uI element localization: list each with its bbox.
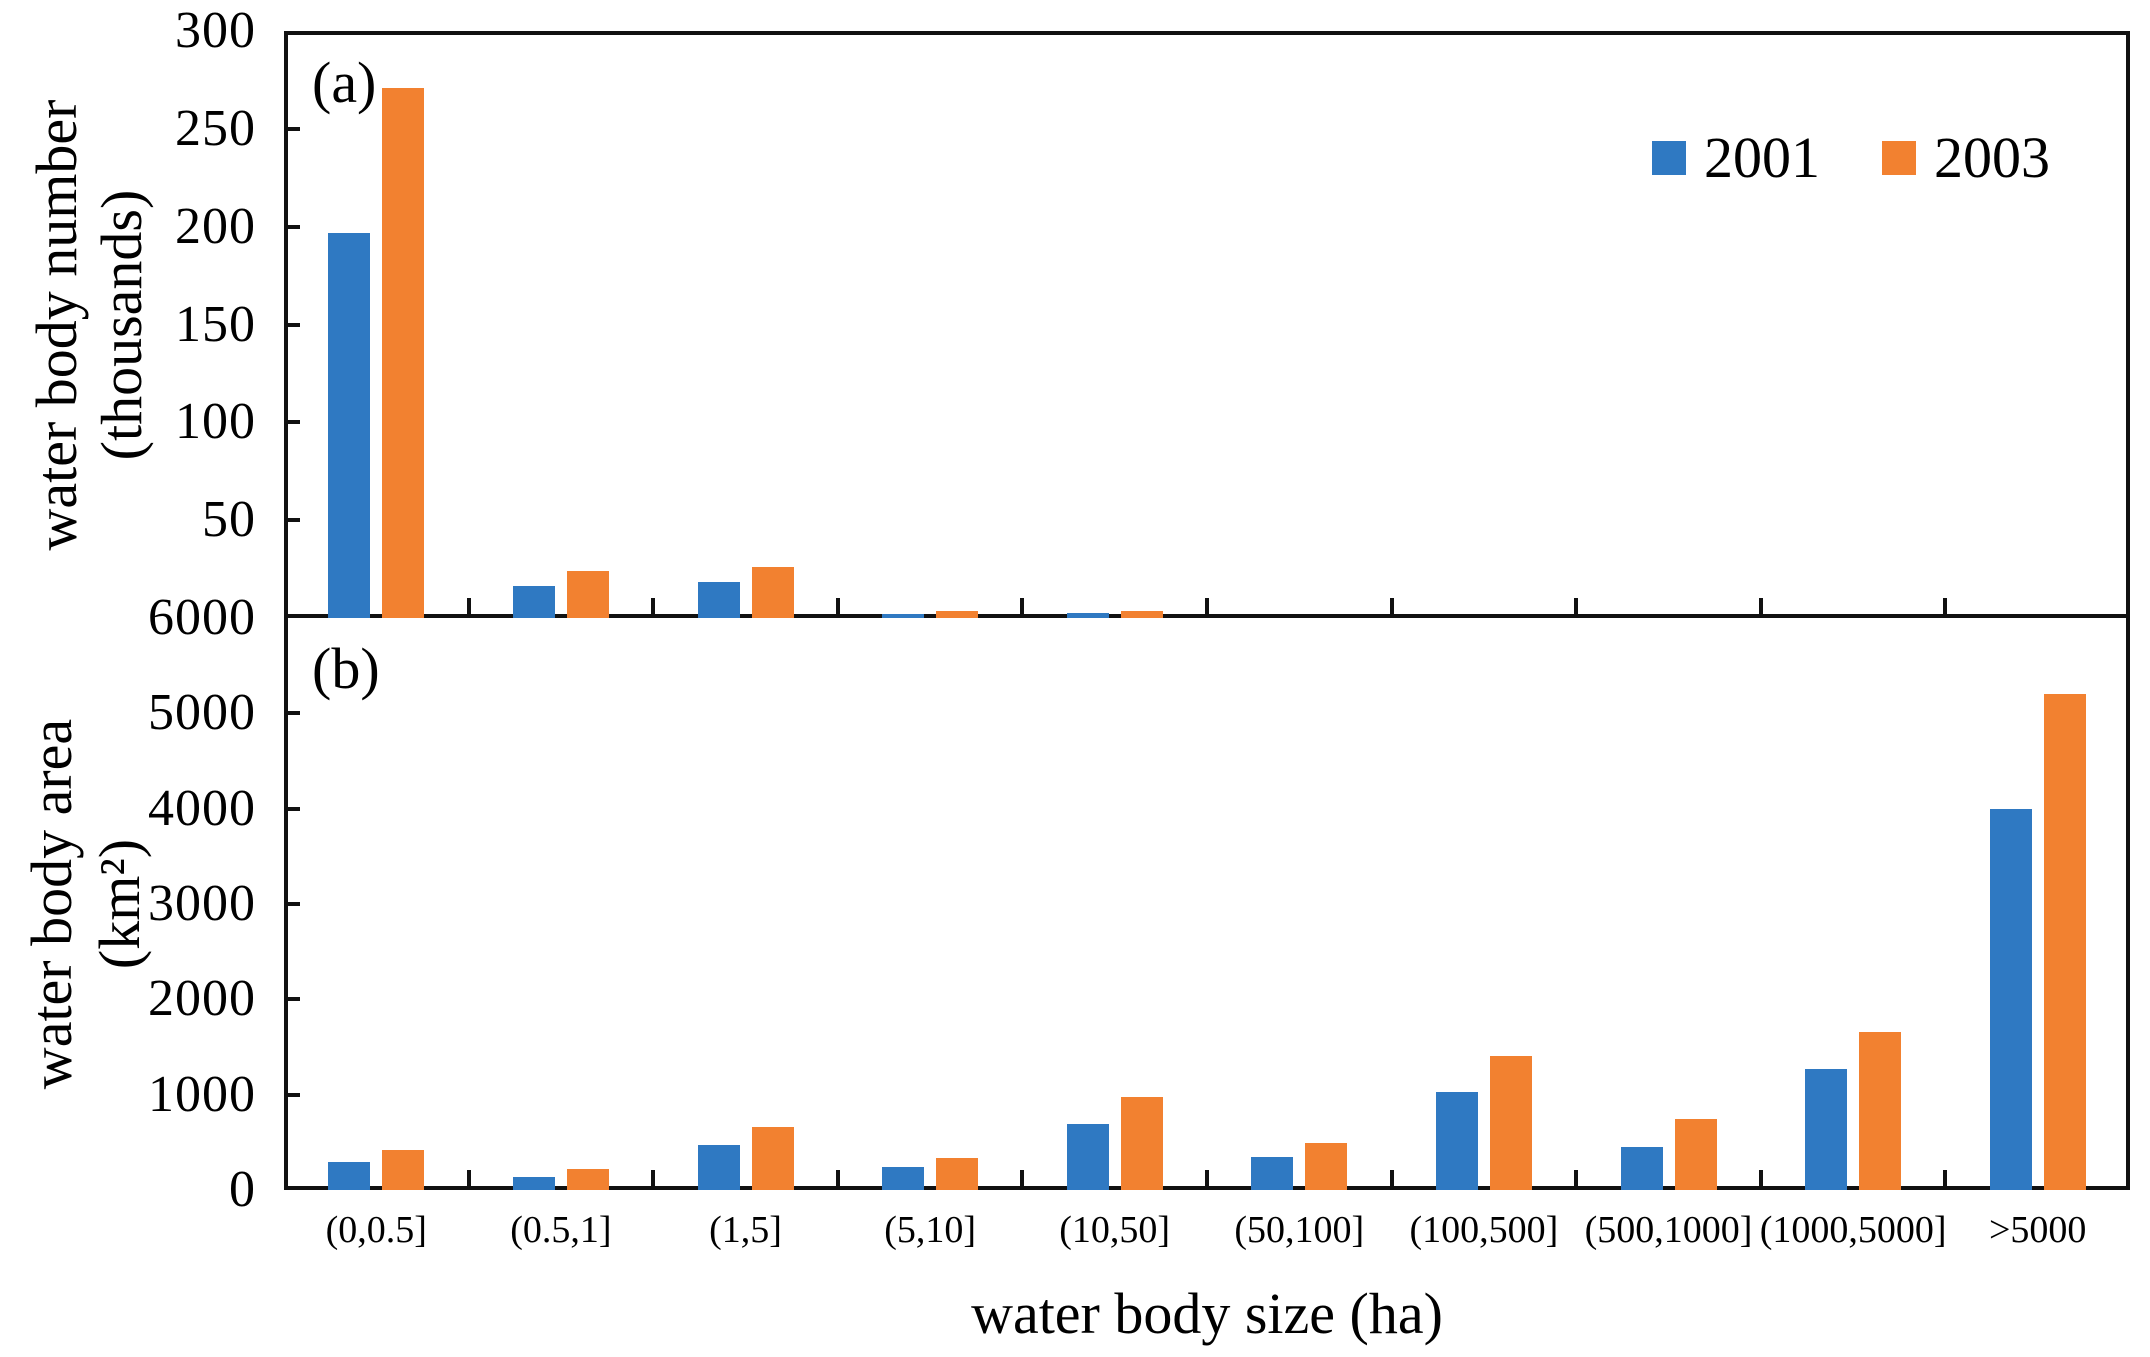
x-category-label-7: (500,1000] xyxy=(1584,1209,1753,1251)
y-tick-label-a-250: 250 xyxy=(175,99,256,157)
x-tick-mark xyxy=(1574,598,1579,614)
x-category-label-4: (10,50] xyxy=(1059,1209,1171,1251)
x-category-label-2: (1,5] xyxy=(709,1209,782,1251)
x-category-label-8: (1000,5000] xyxy=(1759,1209,1947,1251)
x-tick-mark xyxy=(1020,1170,1025,1186)
y-tick-label-b-0: 0 xyxy=(229,1161,256,1218)
x-tick-mark xyxy=(1943,598,1948,614)
bar-2001->5000 xyxy=(1989,808,2032,1190)
bar-2001-(10,50] xyxy=(1066,613,1109,618)
legend-label-2003: 2003 xyxy=(1934,125,2050,190)
legend-swatch-2003 xyxy=(1882,141,1916,175)
x-tick-mark xyxy=(1205,598,1209,614)
x-tick-mark xyxy=(835,1170,840,1186)
x-tick-mark xyxy=(466,598,471,614)
y-tick-label-a-200: 200 xyxy=(175,197,256,255)
x-category-label-9: >5000 xyxy=(1988,1209,2087,1251)
x-axis-title: water body size (ha) xyxy=(971,1281,1443,1346)
bar-2003-(0,0.5] xyxy=(382,87,425,618)
bar-2001-(0,0.5] xyxy=(328,1162,371,1190)
y-tick-label-a-300: 300 xyxy=(175,2,256,59)
bar-2001-(1,5] xyxy=(697,1145,740,1190)
bar-2001-(0,0.5] xyxy=(328,232,371,618)
bar-2001-(0.5,1] xyxy=(512,1176,555,1190)
x-tick-mark xyxy=(1574,1170,1579,1186)
x-tick-mark xyxy=(1389,1170,1394,1186)
y-tick-label-a-50: 50 xyxy=(202,491,256,549)
y-tick-mark xyxy=(284,997,300,1002)
x-tick-mark xyxy=(466,1170,471,1186)
y-axis-title-a: water body number xyxy=(24,99,89,551)
y-tick-label-a-100: 100 xyxy=(175,393,256,451)
bar-2001-(50,100] xyxy=(1251,1157,1294,1190)
bar-2001-(100,500] xyxy=(1435,1091,1478,1190)
bar-2003-(5,10] xyxy=(936,1158,979,1190)
y-tick-label-b-1000: 1000 xyxy=(148,1065,256,1123)
x-category-label-1: (0.5,1] xyxy=(510,1209,612,1251)
y-tick-mark xyxy=(284,902,300,906)
y-tick-mark xyxy=(284,224,300,229)
bar-2001-(5,10] xyxy=(882,613,925,618)
bar-2003-(500,1000] xyxy=(1674,1118,1717,1190)
x-tick-mark xyxy=(1389,598,1394,614)
bar-2001-(1000,5000] xyxy=(1805,1068,1848,1190)
bar-2003-(1000,5000] xyxy=(1859,1031,1902,1190)
y-tick-mark xyxy=(284,711,300,716)
panel-a-letter: (a) xyxy=(312,50,377,115)
x-tick-mark xyxy=(1758,598,1763,614)
panel-b-letter: (b) xyxy=(312,636,380,701)
bar-2001-(0.5,1] xyxy=(512,585,555,618)
y-tick-label-b-6000: 6000 xyxy=(148,589,256,646)
bar-2003-(1,5] xyxy=(751,1127,794,1190)
bar-2003-(10,50] xyxy=(1120,1096,1163,1190)
bar-2003-(0.5,1] xyxy=(566,571,609,618)
y-tick-mark xyxy=(284,1092,300,1097)
y-tick-label-a-150: 150 xyxy=(175,295,256,353)
y-tick-mark xyxy=(284,420,300,425)
bar-2003-(0,0.5] xyxy=(382,1149,425,1190)
x-category-label-5: (50,100] xyxy=(1234,1209,1365,1251)
bar-2001-(1,5] xyxy=(697,581,740,618)
y-tick-mark xyxy=(284,126,300,131)
x-tick-mark xyxy=(651,598,656,614)
y-axis-title-b: water body area xyxy=(19,718,84,1090)
x-category-label-6: (100,500] xyxy=(1409,1209,1559,1251)
x-tick-mark xyxy=(1020,598,1025,614)
bar-2001-(5,10] xyxy=(882,1167,925,1190)
y-tick-label-b-5000: 5000 xyxy=(148,684,256,742)
x-tick-mark xyxy=(1758,1170,1763,1186)
bar-2001-(500,1000] xyxy=(1620,1147,1663,1190)
x-category-label-3: (5,10] xyxy=(884,1209,976,1251)
y-tick-label-b-2000: 2000 xyxy=(148,970,256,1028)
bar-2003-(10,50] xyxy=(1120,610,1163,618)
y-tick-mark xyxy=(284,518,300,523)
y-tick-mark xyxy=(284,322,300,327)
x-tick-mark xyxy=(1205,1170,1209,1186)
y-tick-label-b-3000: 3000 xyxy=(148,875,256,932)
bar-2003-(0.5,1] xyxy=(566,1169,609,1190)
y-tick-mark xyxy=(284,806,300,811)
bar-2003->5000 xyxy=(2043,694,2086,1190)
legend: 2001 2003 xyxy=(1652,128,2094,188)
legend-swatch-2001 xyxy=(1652,141,1686,175)
x-tick-mark xyxy=(835,598,840,614)
bar-2003-(5,10] xyxy=(936,611,979,618)
bar-2003-(1,5] xyxy=(751,567,794,618)
y-tick-label-b-4000: 4000 xyxy=(148,779,256,837)
x-tick-mark xyxy=(1943,1170,1948,1186)
x-category-label-0: (0,0.5] xyxy=(325,1209,427,1251)
bar-2001-(10,50] xyxy=(1066,1124,1109,1190)
bar-2003-(50,100] xyxy=(1305,1143,1348,1190)
legend-label-2001: 2001 xyxy=(1704,125,1820,190)
x-tick-mark xyxy=(651,1170,656,1186)
panel-divider xyxy=(284,614,2130,618)
bar-2003-(100,500] xyxy=(1489,1055,1532,1190)
